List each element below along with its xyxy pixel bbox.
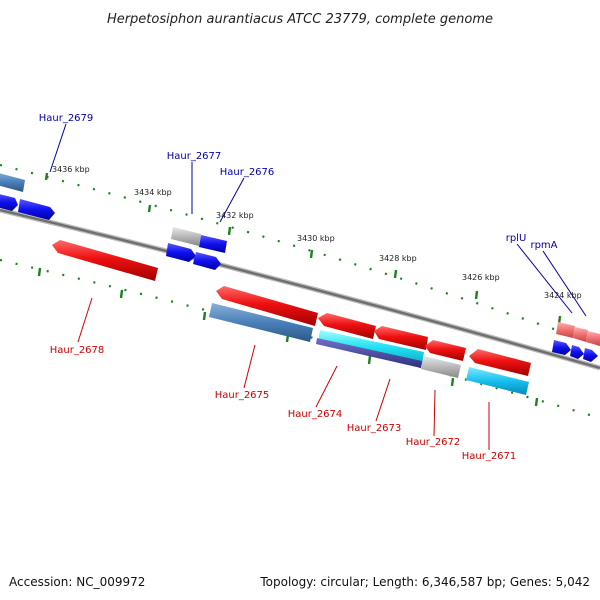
inner-major-ticks (37, 267, 539, 407)
leader-line (433, 389, 436, 437)
gene-feature (586, 331, 600, 346)
gene-label[interactable]: Haur_2679 (39, 113, 94, 124)
tick-mark (367, 355, 372, 365)
chart-title: Herpetosiphon aurantiacus ATCC 23779, co… (107, 12, 493, 27)
leader-line (315, 365, 338, 408)
gene-arrow (552, 340, 571, 355)
tick-mark (474, 290, 479, 300)
gene-label[interactable]: rplU (506, 233, 527, 244)
gene-label[interactable]: Haur_2678 (50, 345, 105, 356)
gene-label[interactable]: Haur_2674 (288, 409, 343, 420)
gene-label[interactable]: Haur_2673 (347, 423, 402, 434)
gene-arrow (52, 240, 158, 281)
top-gene-features (0, 173, 600, 362)
gene-arrow (18, 199, 55, 220)
leader-line (375, 378, 391, 422)
gene-label[interactable]: Haur_2676 (220, 167, 275, 178)
leader-line (243, 344, 256, 389)
tick-mark (393, 269, 398, 279)
tick-mark (147, 204, 152, 213)
gene-arrow (583, 348, 598, 362)
gene-feature (209, 303, 313, 342)
genome-summary-text: Topology: circular; Length: 6,346,587 bp… (259, 575, 590, 589)
leader-line (77, 297, 93, 343)
gene-label[interactable]: Haur_2677 (167, 151, 222, 162)
gene-label[interactable]: Haur_2672 (406, 437, 461, 448)
genome-backbone (0, 208, 600, 370)
accession-text: Accession: NC_009972 (9, 575, 145, 589)
gene-arrow (374, 326, 428, 350)
tick-label: 3430 kbp (297, 234, 335, 243)
tick-mark (202, 311, 207, 321)
bottom-leader-lines (77, 297, 490, 450)
tick-mark (309, 249, 314, 259)
gene-arrow (318, 313, 376, 339)
gene-arrow (216, 286, 318, 326)
tick-label: 3424 kbp (544, 291, 582, 300)
gene-label[interactable]: Haur_2675 (215, 390, 270, 401)
tick-mark (227, 226, 232, 236)
tick-label: 3434 kbp (134, 188, 172, 197)
tick-label: 3428 kbp (379, 254, 417, 263)
leader-line (516, 243, 573, 314)
tick-mark (119, 289, 124, 299)
leader-line (49, 123, 67, 173)
leader-line (542, 250, 587, 317)
leader-line (219, 177, 245, 223)
gene-label[interactable]: rpmA (530, 240, 557, 251)
tick-label: 3426 kbp (462, 273, 500, 282)
gene-feature (0, 173, 25, 192)
gene-feature (421, 356, 461, 378)
gene-feature (171, 227, 201, 246)
gene-feature (556, 322, 575, 338)
gene-arrow (469, 349, 531, 376)
gene-arrow (166, 243, 196, 262)
tick-mark (44, 172, 49, 181)
gene-label[interactable]: Haur_2671 (462, 451, 517, 462)
gene-arrow (425, 340, 466, 361)
gene-feature (199, 235, 227, 253)
gene-feature (573, 327, 588, 342)
gene-feature (466, 367, 529, 395)
gene-arrow (193, 252, 221, 270)
top-leader-lines (49, 123, 587, 317)
gene-feature (316, 338, 422, 368)
outer-major-ticks (44, 172, 562, 325)
bottom-gene-features (52, 240, 531, 395)
gene-arrow (570, 345, 584, 359)
tick-label: 3432 kbp (216, 211, 254, 220)
tick-label: 3436 kbp (52, 165, 90, 174)
tick-mark (450, 377, 455, 387)
gene-arrow (0, 194, 18, 211)
tick-mark (534, 397, 539, 407)
tick-mark (37, 267, 42, 277)
